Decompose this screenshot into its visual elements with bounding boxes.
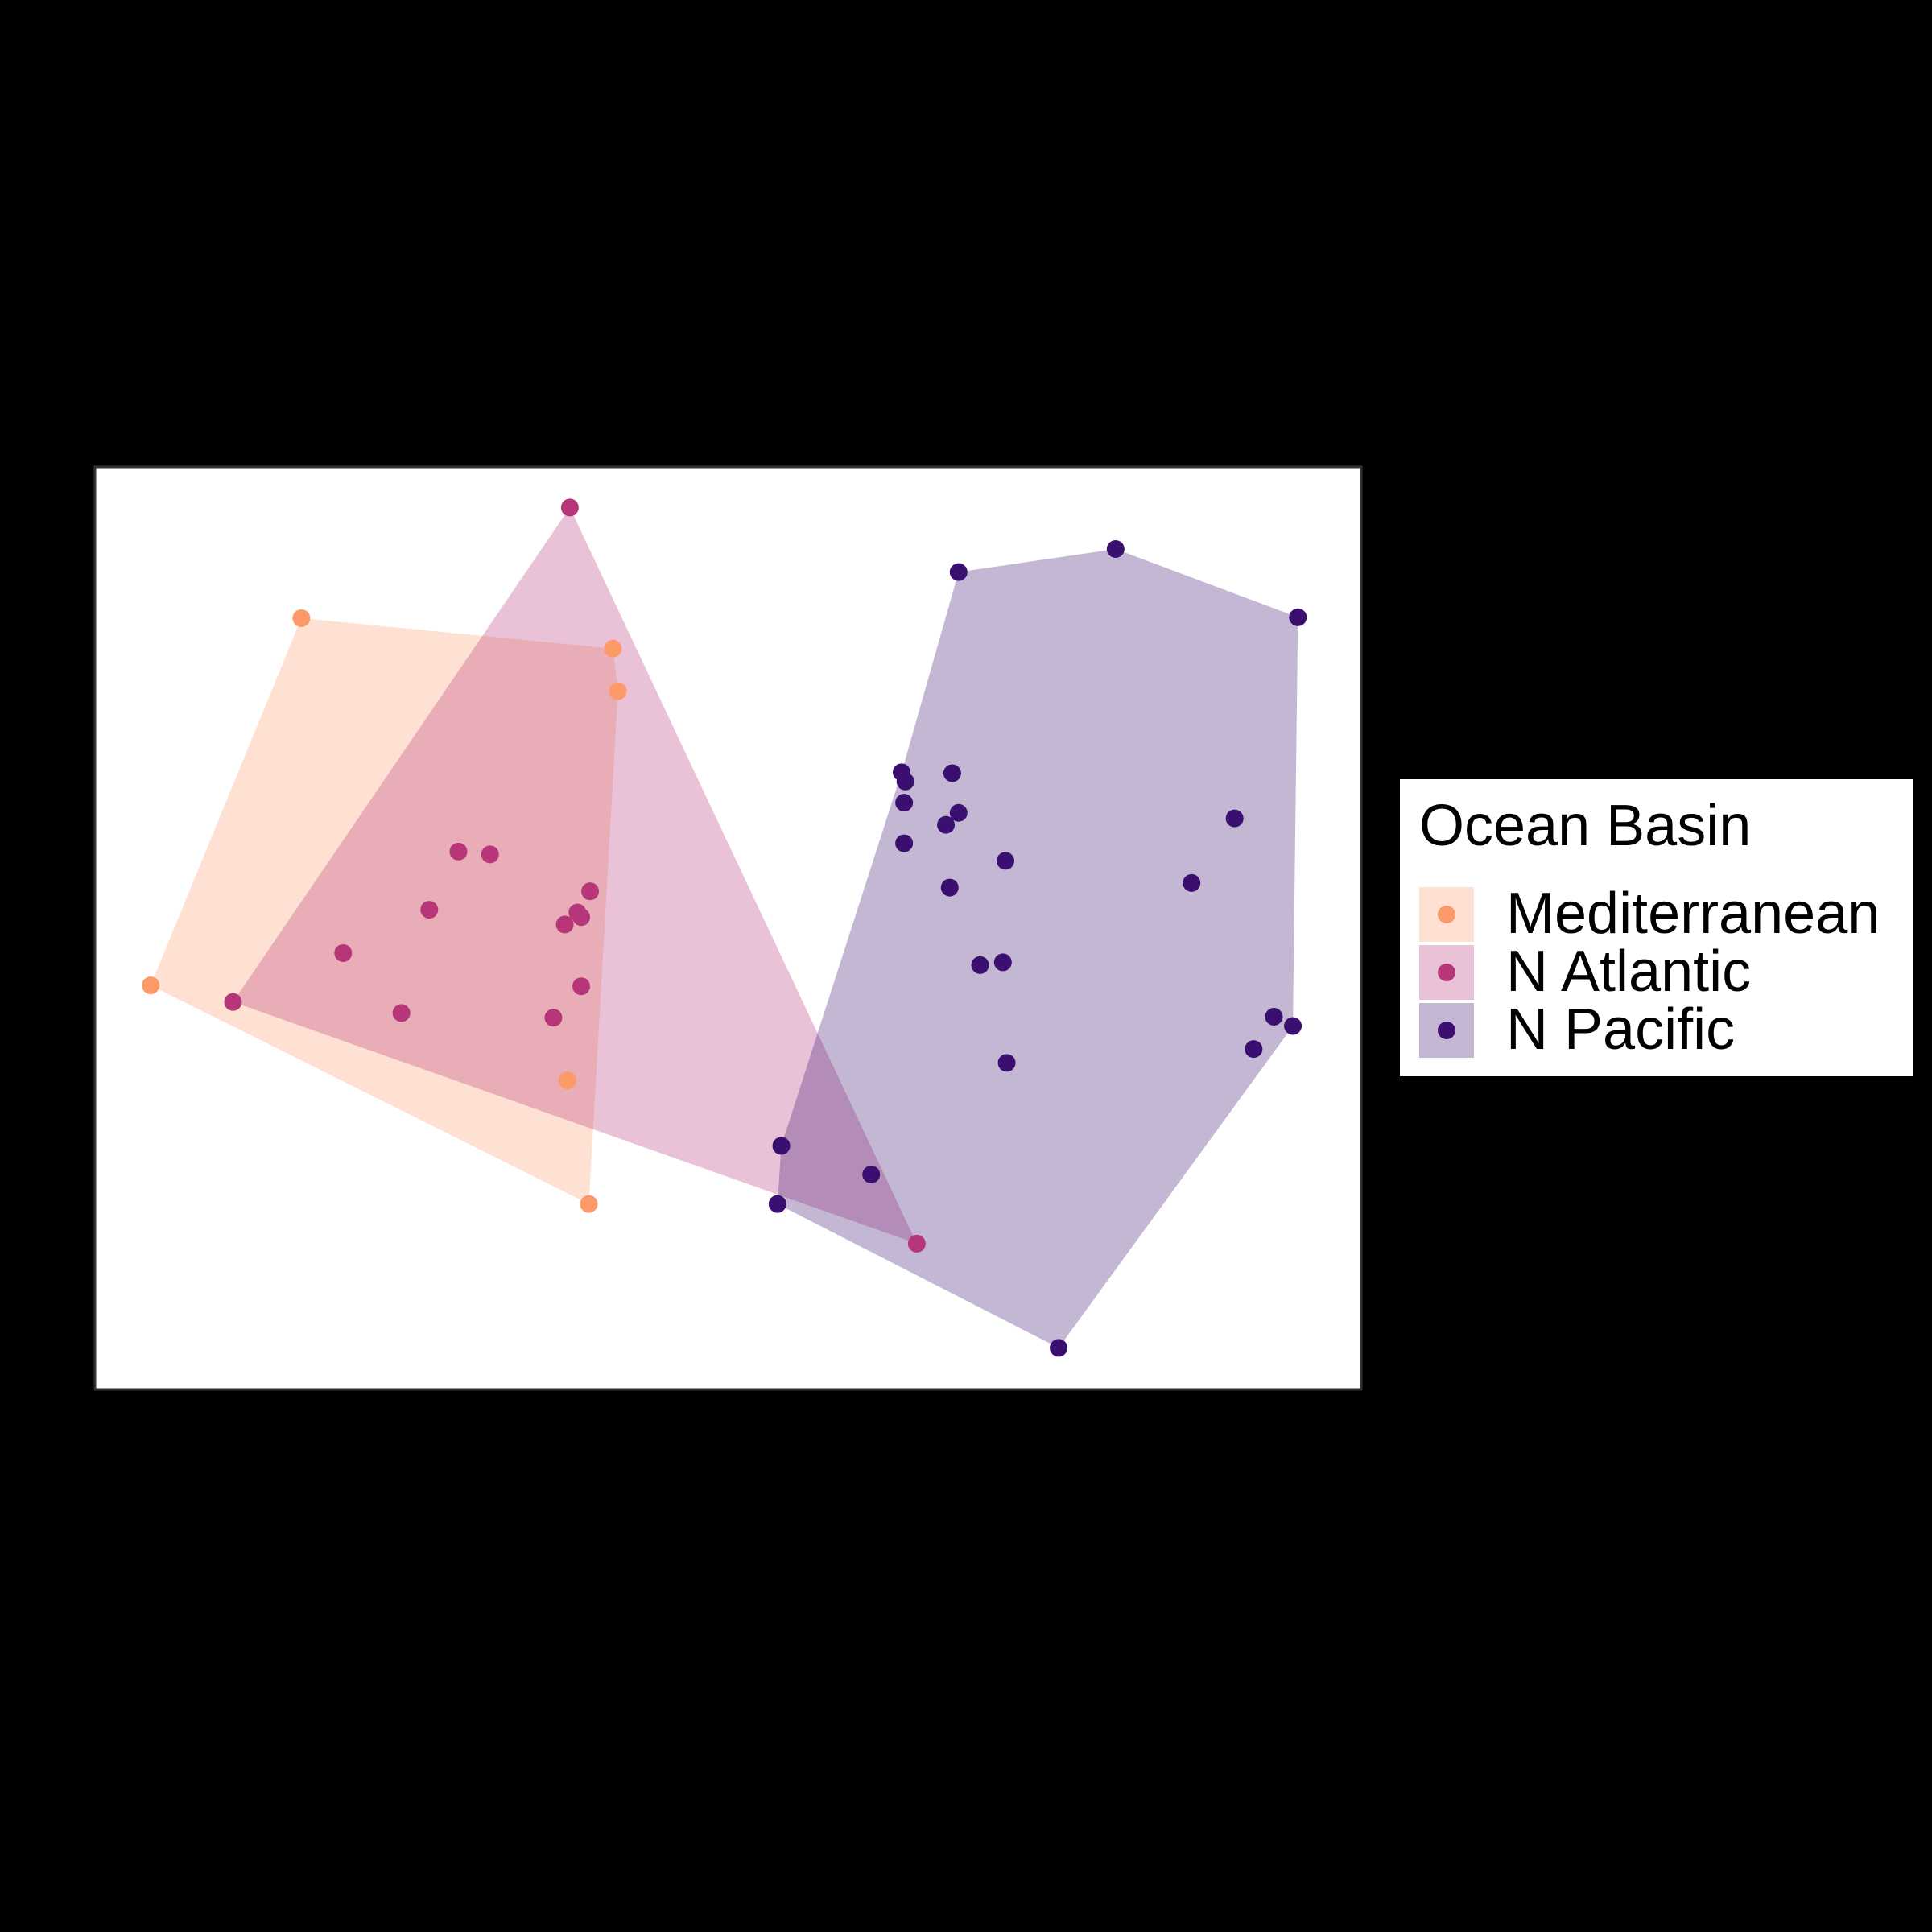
point-n-pacific-13 [940, 878, 959, 897]
legend-dot-n-atlantic [1438, 964, 1455, 981]
point-n-pacific-8 [1225, 809, 1244, 828]
point-n-pacific-17 [1284, 1017, 1302, 1035]
point-n-atlantic-2 [481, 845, 499, 864]
point-n-pacific-2 [1289, 608, 1307, 626]
point-n-pacific-10 [895, 834, 914, 852]
point-n-pacific-22 [768, 1195, 786, 1213]
point-n-pacific-9 [937, 815, 956, 834]
point-n-pacific-11 [996, 852, 1014, 870]
point-n-atlantic-3 [581, 882, 600, 901]
point-n-pacific-0 [1106, 539, 1125, 558]
point-mediterranean-3 [142, 976, 160, 995]
point-n-pacific-23 [1050, 1339, 1068, 1357]
point-n-pacific-4 [943, 764, 961, 782]
points-layer [142, 498, 1307, 1357]
hulls-layer [151, 507, 1298, 1348]
point-n-pacific-7 [949, 803, 968, 822]
point-n-pacific-15 [971, 956, 989, 974]
point-n-pacific-12 [1183, 873, 1201, 892]
hull-mediterranean [151, 617, 618, 1204]
legend-dot-mediterranean [1438, 906, 1455, 923]
point-n-atlantic-6 [572, 908, 591, 927]
hull-n-pacific [777, 548, 1298, 1348]
point-n-atlantic-10 [224, 993, 242, 1011]
legend-item-mediterranean: Mediterranean [1419, 881, 1902, 946]
point-n-atlantic-11 [392, 1004, 411, 1022]
legend-dot-n-pacific [1438, 1022, 1455, 1039]
point-n-atlantic-12 [544, 1009, 563, 1027]
point-n-pacific-21 [862, 1165, 881, 1183]
legend-title: Ocean Basin [1419, 794, 1752, 858]
point-n-pacific-16 [1265, 1008, 1283, 1026]
legend-key-n-atlantic [1419, 945, 1474, 1000]
point-mediterranean-2 [609, 682, 627, 700]
point-mediterranean-1 [604, 639, 622, 658]
point-mediterranean-4 [558, 1071, 576, 1090]
point-mediterranean-5 [580, 1195, 598, 1213]
legend-item-n-atlantic: N Atlantic [1419, 939, 1902, 1004]
point-n-atlantic-9 [572, 977, 591, 996]
point-n-atlantic-0 [560, 498, 579, 517]
point-n-atlantic-1 [449, 842, 468, 861]
legend-key-n-pacific [1419, 1003, 1474, 1058]
legend-label-mediterranean: Mediterranean [1506, 881, 1880, 946]
point-n-atlantic-4 [420, 901, 439, 919]
point-n-pacific-20 [772, 1137, 791, 1155]
legend-item-n-pacific: N Pacific [1419, 997, 1902, 1062]
point-n-pacific-1 [949, 563, 968, 581]
point-n-pacific-18 [1245, 1040, 1263, 1059]
point-n-atlantic-8 [334, 943, 353, 962]
point-n-pacific-5 [896, 772, 914, 791]
legend-label-n-atlantic: N Atlantic [1506, 939, 1752, 1004]
point-n-atlantic-7 [555, 915, 574, 934]
point-mediterranean-0 [292, 609, 311, 627]
point-n-atlantic-13 [907, 1234, 926, 1253]
point-n-pacific-6 [895, 794, 914, 812]
hull-n-atlantic [233, 507, 917, 1244]
legend-key-mediterranean [1419, 887, 1474, 942]
point-n-pacific-14 [993, 953, 1012, 972]
point-n-pacific-19 [997, 1054, 1016, 1072]
legend: Ocean Basin Mediterranean N Atlantic N Pac… [1400, 779, 1913, 1076]
legend-label-n-pacific: N Pacific [1506, 997, 1736, 1062]
